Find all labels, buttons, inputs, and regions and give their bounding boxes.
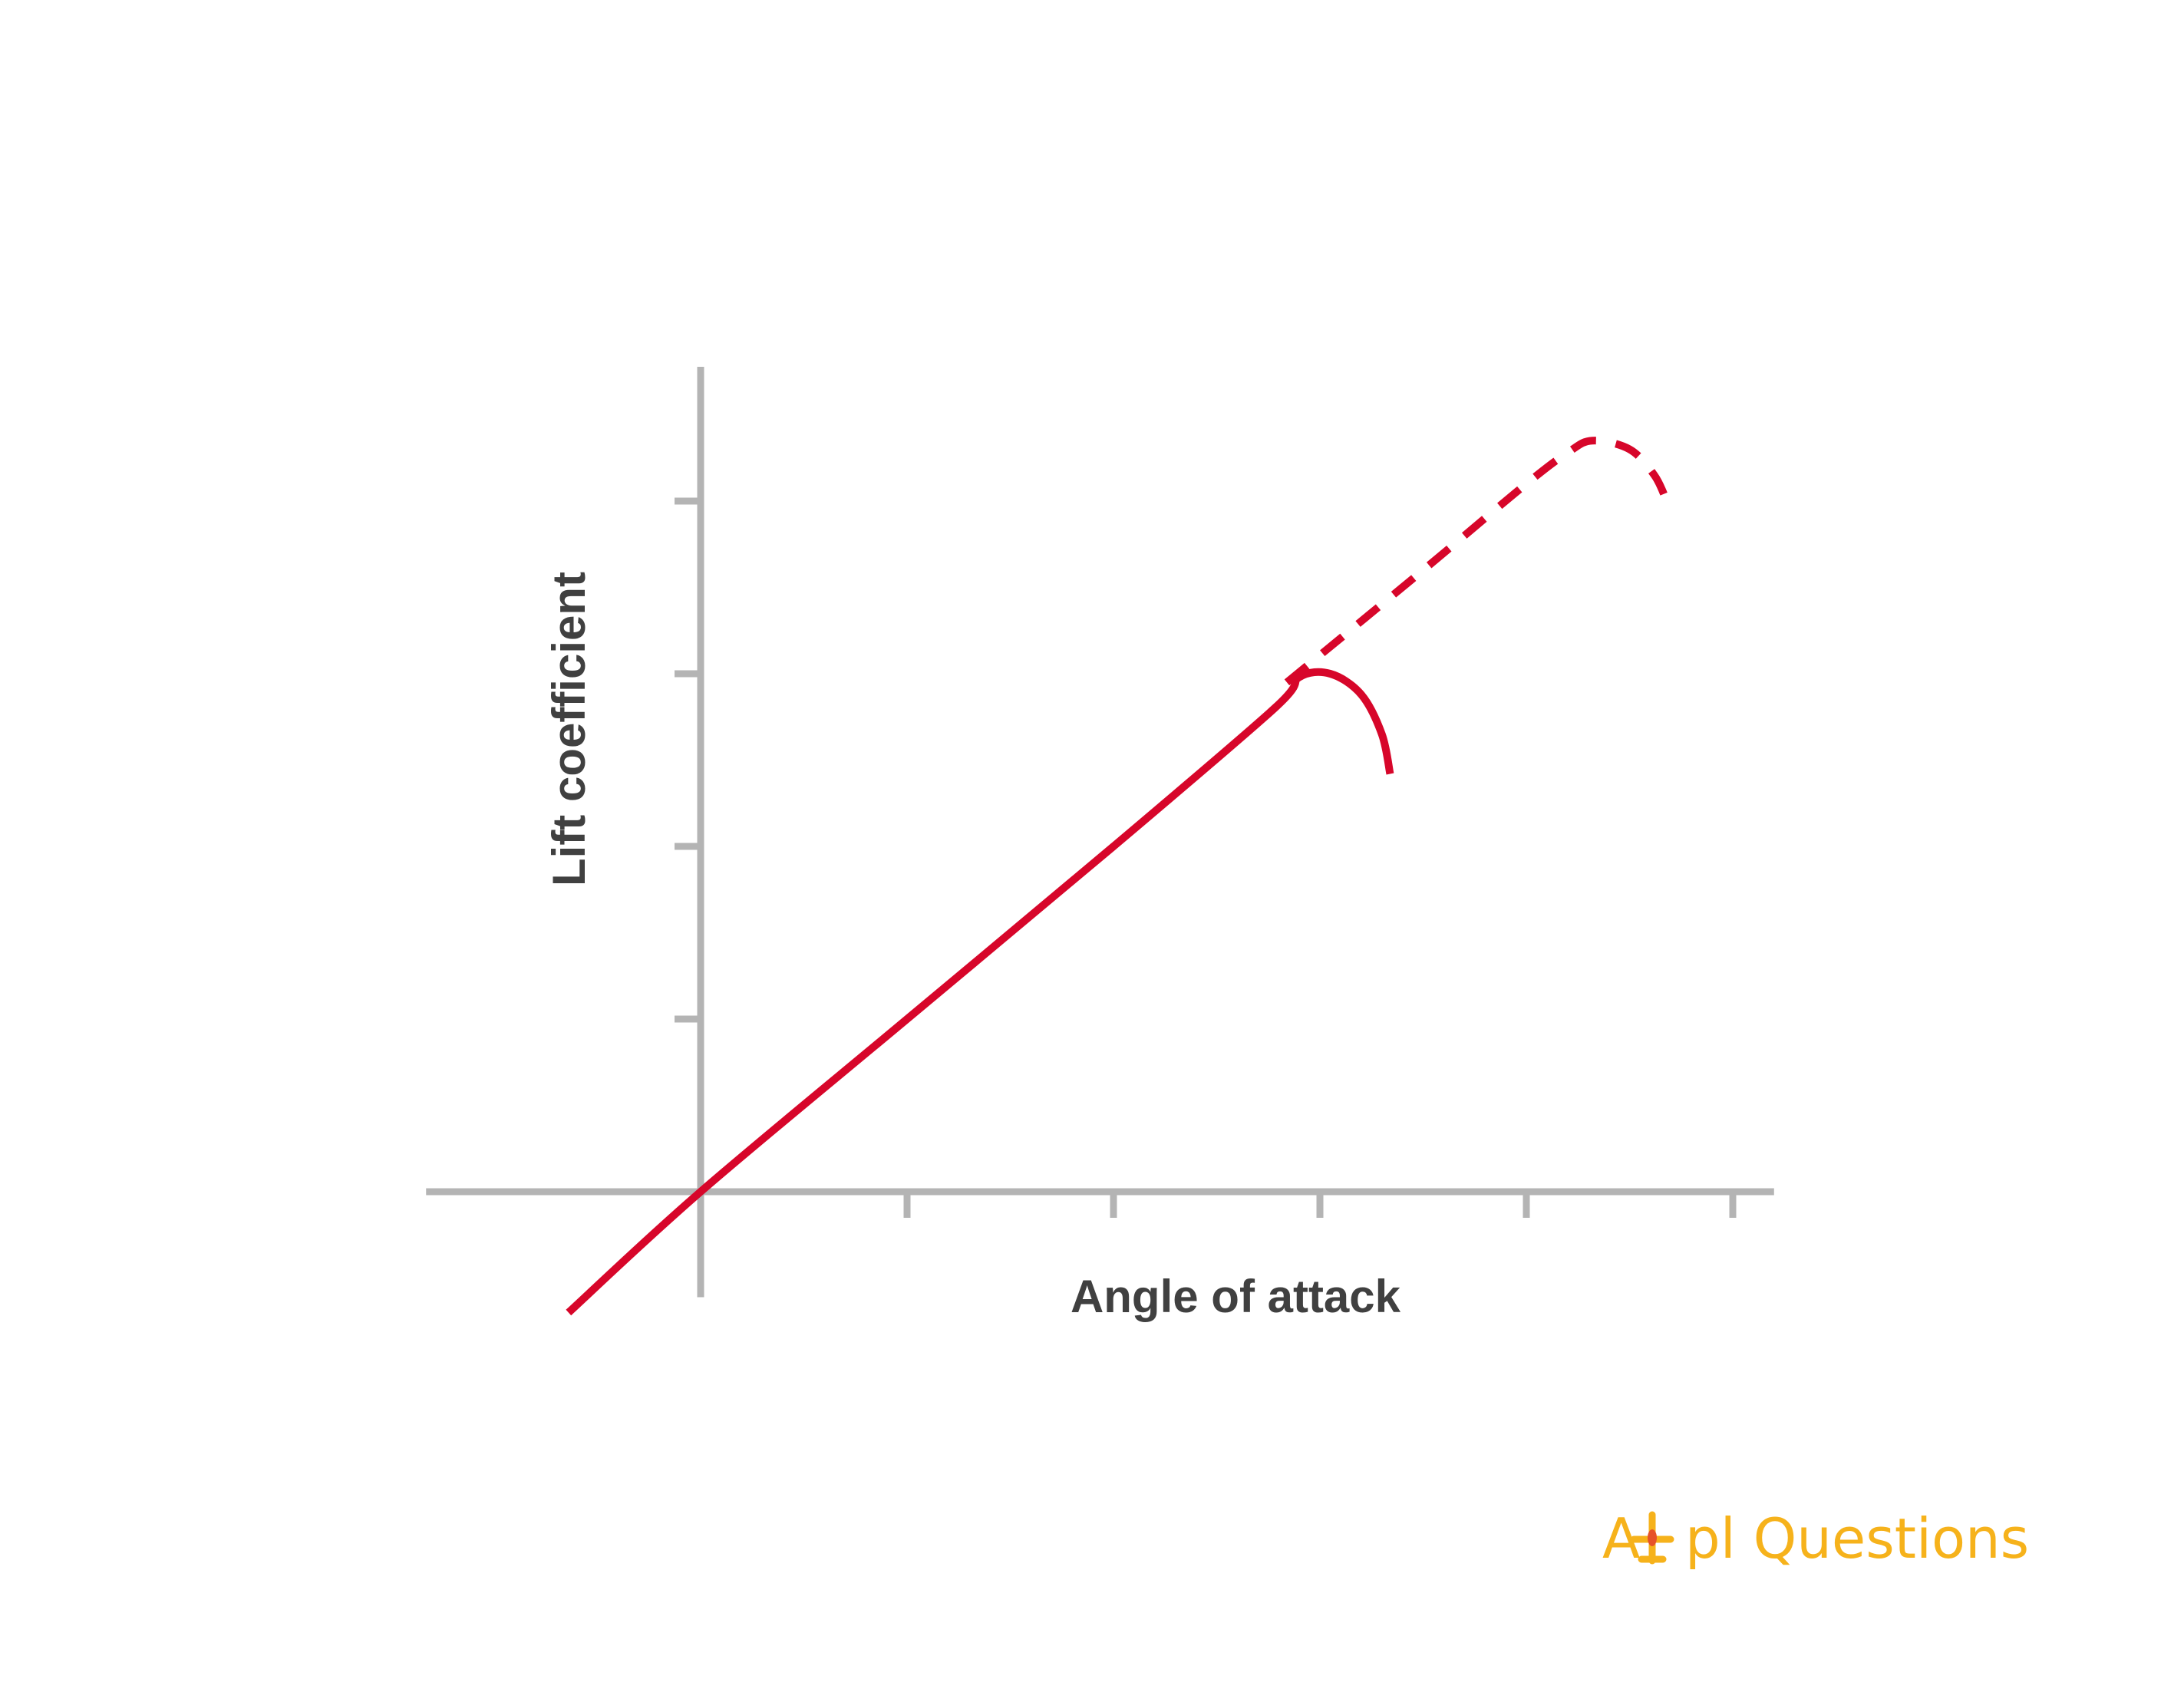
ticks	[675, 497, 1737, 1218]
y-axis-label: Lift coefficient	[543, 572, 595, 886]
airplane-icon	[1630, 1511, 1674, 1565]
logo-text-end: pl Questions	[1685, 1506, 2029, 1571]
solid-lift-curve	[566, 668, 1394, 1316]
x-axis-label: Angle of attack	[1071, 1271, 1401, 1322]
axes	[426, 367, 1774, 1298]
dashed-lift-curve	[1284, 437, 1671, 686]
logo: A pl Questions	[1602, 1506, 2029, 1571]
series-group	[566, 437, 1671, 1316]
